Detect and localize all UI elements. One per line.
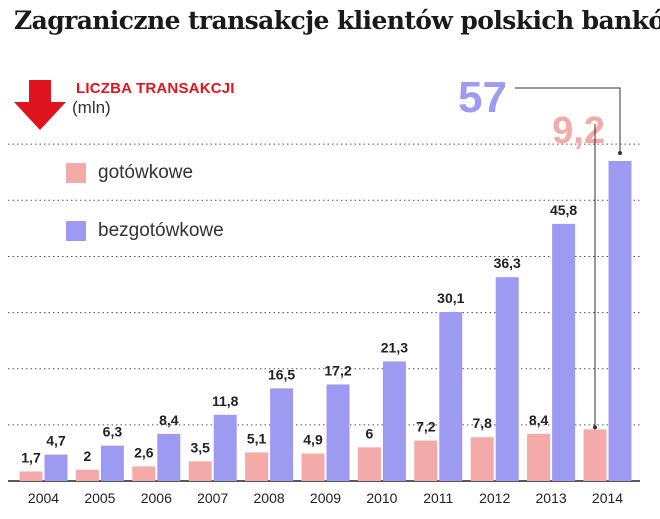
x-tick-label: 2011 xyxy=(423,490,453,506)
value-label-cash: 1,7 xyxy=(21,449,41,465)
value-label-cashless: 4,7 xyxy=(46,433,66,449)
bar-cashless-2008 xyxy=(270,388,294,481)
leader-dot-cash xyxy=(593,425,597,430)
x-tick-label: 2006 xyxy=(141,490,172,506)
value-label-cash-highlight: 9,2 xyxy=(552,110,605,152)
x-tick-label: 2012 xyxy=(479,490,510,506)
x-tick-label: 2010 xyxy=(366,490,397,506)
bar-cashless-2012 xyxy=(495,277,519,481)
value-label-cashless: 8,4 xyxy=(159,412,179,428)
bar-cash-2010 xyxy=(357,447,381,481)
value-label-cash: 3,5 xyxy=(190,439,210,455)
value-label-cashless: 6,3 xyxy=(103,424,123,440)
unit-subtitle: (mln) xyxy=(72,98,111,117)
bar-cash-2014 xyxy=(583,429,607,481)
legend-label-cash: gotówkowe xyxy=(98,162,194,183)
x-tick-label: 2014 xyxy=(592,490,623,506)
leader-line-cashless xyxy=(515,87,621,154)
bar-cashless-2007 xyxy=(213,414,237,481)
x-tick-label: 2005 xyxy=(84,490,115,506)
x-tick-label: 2004 xyxy=(28,490,59,506)
value-label-cashless: 45,8 xyxy=(550,202,577,218)
chart-title: Zagraniczne transakcje klientów polskich… xyxy=(14,6,660,35)
legend-label-cashless: bezgotówkowe xyxy=(98,220,224,241)
legend-item-cash: gotówkowe xyxy=(66,162,193,184)
legend-swatch-cash xyxy=(66,163,86,183)
bar-cash-2006 xyxy=(132,466,156,481)
bar-cashless-2005 xyxy=(100,445,124,481)
x-tick-label: 2013 xyxy=(536,490,567,506)
value-label-cashless: 16,5 xyxy=(268,366,295,382)
value-label-cash: 2,6 xyxy=(134,444,154,460)
value-label-cashless: 11,8 xyxy=(212,393,239,409)
x-tick-label: 2008 xyxy=(254,490,285,506)
value-label-cash: 2 xyxy=(84,448,92,464)
bar-cashless-2011 xyxy=(439,312,463,481)
value-label-cashless: 36,3 xyxy=(494,255,521,271)
bar-cash-2008 xyxy=(245,452,269,481)
bar-cash-2011 xyxy=(414,440,438,481)
bar-cash-2005 xyxy=(75,469,99,481)
value-label-cashless: 30,1 xyxy=(437,290,464,306)
legend-item-cashless: bezgotówkowe xyxy=(66,220,224,242)
x-tick-label: 2009 xyxy=(310,490,341,506)
bar-cash-2012 xyxy=(470,437,494,481)
down-arrow-icon xyxy=(14,80,66,130)
value-label-cash: 5,1 xyxy=(247,430,267,446)
bar-cashless-2004 xyxy=(44,454,68,481)
bar-cashless-2006 xyxy=(157,433,181,481)
value-label-cash: 6 xyxy=(366,425,374,441)
bar-cashless-2013 xyxy=(552,223,576,482)
unit-title: LICZBA TRANSAKCJI xyxy=(76,80,235,97)
bar-cashless-2009 xyxy=(326,384,350,481)
value-label-cash: 4,9 xyxy=(303,431,323,447)
value-label-cash: 8,4 xyxy=(529,412,549,428)
value-label-cashless-highlight: 57 xyxy=(458,73,507,122)
bar-cash-2004 xyxy=(19,471,43,481)
bar-cashless-2010 xyxy=(382,361,406,481)
bar-cashless-2014 xyxy=(608,161,632,481)
value-label-cashless: 17,2 xyxy=(324,362,351,378)
leader-dot-cashless xyxy=(618,151,622,156)
value-label-cash: 7,2 xyxy=(416,419,436,435)
bar-cash-2013 xyxy=(527,433,551,481)
legend-swatch-cashless xyxy=(66,221,86,241)
bar-cash-2009 xyxy=(301,453,325,481)
x-tick-label: 2007 xyxy=(197,490,228,506)
value-label-cash: 7,8 xyxy=(472,415,492,431)
value-label-cashless: 21,3 xyxy=(381,339,408,355)
bar-cash-2007 xyxy=(188,461,212,481)
